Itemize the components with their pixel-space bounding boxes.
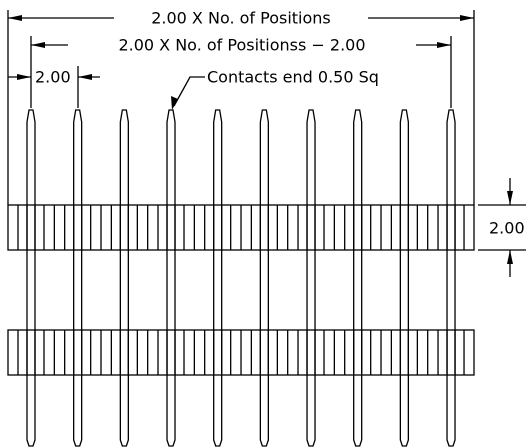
pin xyxy=(353,109,363,447)
arrow xyxy=(507,250,513,264)
pin xyxy=(259,109,269,447)
pin xyxy=(119,109,129,447)
inner-dimension: 2.00 X No. of Positionss − 2.00 xyxy=(118,36,365,55)
pitch-dimension: 2.00 xyxy=(35,68,71,87)
arrow xyxy=(78,74,92,80)
arrow xyxy=(460,15,474,21)
pin xyxy=(306,109,316,447)
pin xyxy=(446,109,456,447)
arrow xyxy=(171,96,178,110)
leader xyxy=(173,76,205,107)
pin xyxy=(166,109,176,447)
pin xyxy=(26,109,36,447)
pin xyxy=(73,109,83,447)
arrow xyxy=(507,191,513,205)
pin xyxy=(399,109,410,447)
connector xyxy=(7,109,475,447)
arrow xyxy=(8,15,22,21)
arrow xyxy=(31,42,45,48)
height-dimension: 2.00 xyxy=(489,219,525,238)
arrow xyxy=(17,74,31,80)
arrow xyxy=(437,42,451,48)
callout: Contacts end 0.50 Sq xyxy=(207,68,379,87)
pin xyxy=(213,109,223,447)
overall-dimension: 2.00 X No. of Positions xyxy=(151,9,331,28)
